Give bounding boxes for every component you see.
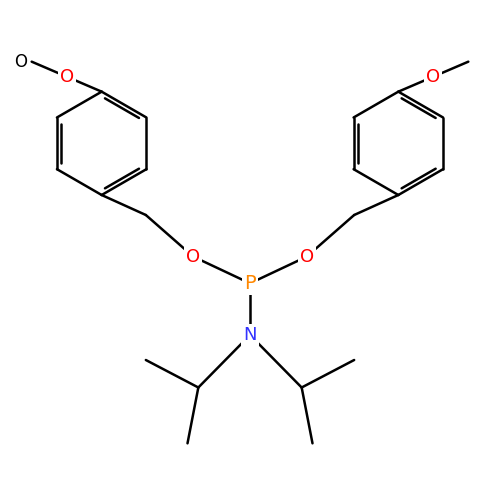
Text: O: O	[60, 68, 74, 86]
Text: O: O	[14, 52, 28, 70]
Text: N: N	[243, 326, 257, 344]
Text: O: O	[300, 248, 314, 266]
Text: O: O	[426, 68, 440, 86]
Text: O: O	[186, 248, 200, 266]
Text: P: P	[244, 274, 256, 293]
